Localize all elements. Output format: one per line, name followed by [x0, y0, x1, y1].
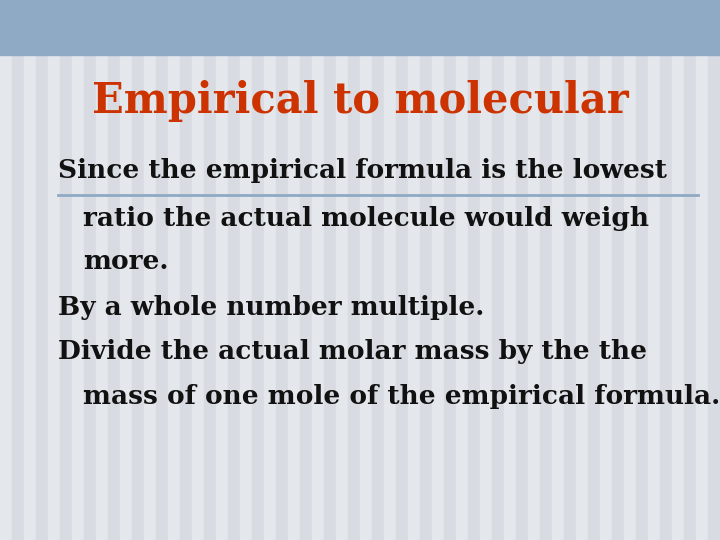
Bar — [396, 0, 408, 540]
Bar — [444, 0, 456, 540]
Bar — [492, 0, 504, 540]
Text: Since the empirical formula is the lowest: Since the empirical formula is the lowes… — [58, 158, 667, 183]
Bar — [684, 0, 696, 540]
Bar — [324, 0, 336, 540]
Text: Empirical to molecular: Empirical to molecular — [91, 80, 629, 122]
Bar — [348, 0, 360, 540]
Bar — [180, 0, 192, 540]
Bar — [84, 0, 96, 540]
Bar — [312, 0, 324, 540]
Bar — [648, 0, 660, 540]
Bar — [384, 0, 396, 540]
Bar — [372, 0, 384, 540]
Bar — [72, 0, 84, 540]
Bar — [108, 0, 120, 540]
Bar — [216, 0, 228, 540]
Bar — [60, 0, 72, 540]
Bar — [144, 0, 156, 540]
Bar — [660, 0, 672, 540]
Bar — [252, 0, 264, 540]
Text: Divide the actual molar mass by the the: Divide the actual molar mass by the the — [58, 339, 647, 363]
Bar — [540, 0, 552, 540]
Bar — [456, 0, 468, 540]
Bar — [168, 0, 180, 540]
Bar — [48, 0, 60, 540]
Bar — [516, 0, 528, 540]
Bar — [240, 0, 252, 540]
Bar — [204, 0, 216, 540]
Bar — [288, 0, 300, 540]
Text: mass of one mole of the empirical formula.: mass of one mole of the empirical formul… — [83, 384, 720, 409]
Bar — [264, 0, 276, 540]
Bar — [360, 0, 372, 540]
Bar — [36, 0, 48, 540]
Bar — [468, 0, 480, 540]
Bar — [276, 0, 288, 540]
Bar — [132, 0, 144, 540]
Bar — [612, 0, 624, 540]
Text: By a whole number multiple.: By a whole number multiple. — [58, 295, 484, 320]
Bar — [480, 0, 492, 540]
Bar — [588, 0, 600, 540]
Bar — [96, 0, 108, 540]
Text: more.: more. — [83, 249, 168, 274]
Bar — [528, 0, 540, 540]
Bar — [12, 0, 24, 540]
Bar — [0, 0, 720, 55]
Bar — [192, 0, 204, 540]
Bar — [420, 0, 432, 540]
Bar — [672, 0, 684, 540]
Bar — [624, 0, 636, 540]
Bar — [564, 0, 576, 540]
Text: ratio the actual molecule would weigh: ratio the actual molecule would weigh — [83, 206, 649, 231]
Bar — [696, 0, 708, 540]
Bar — [408, 0, 420, 540]
Bar — [336, 0, 348, 540]
Bar — [24, 0, 36, 540]
Bar — [228, 0, 240, 540]
Bar — [576, 0, 588, 540]
Bar — [300, 0, 312, 540]
Bar — [708, 0, 720, 540]
Bar — [0, 0, 12, 540]
Bar — [552, 0, 564, 540]
Bar — [636, 0, 648, 540]
Bar — [156, 0, 168, 540]
Bar — [120, 0, 132, 540]
Bar — [600, 0, 612, 540]
Bar — [504, 0, 516, 540]
Bar — [432, 0, 444, 540]
